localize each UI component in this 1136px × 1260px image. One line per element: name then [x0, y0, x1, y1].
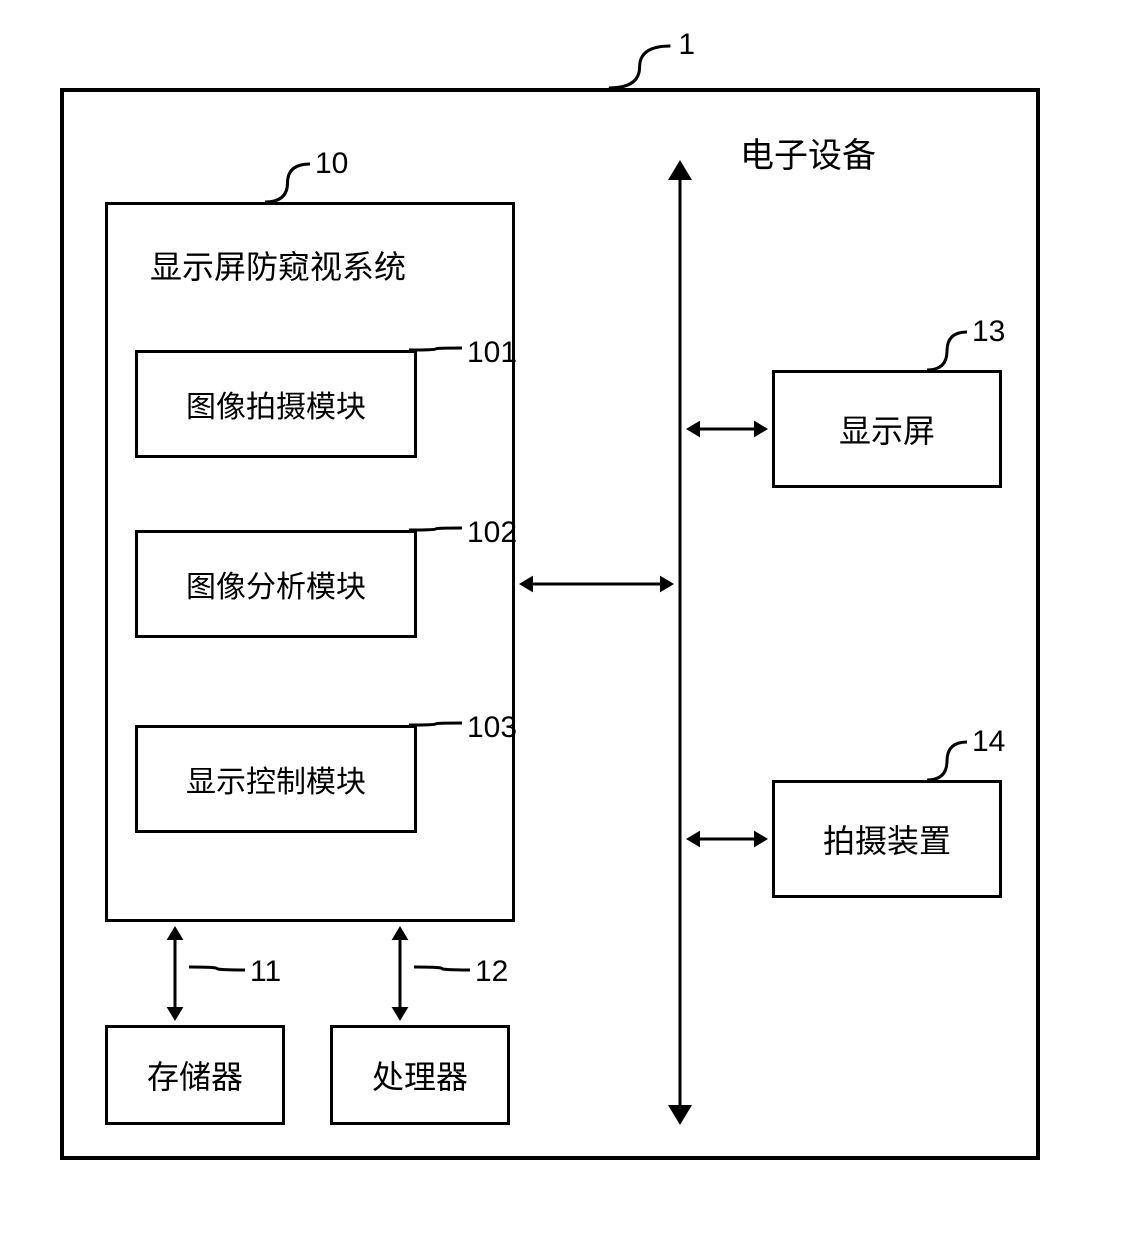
block-14-label: 拍摄装置: [823, 816, 951, 862]
block-12-label: 处理器: [372, 1052, 468, 1098]
module-102-label: 图像分析模块: [186, 562, 366, 606]
ref-label-12: 12: [475, 955, 508, 989]
module-101-label: 图像拍摄模块: [186, 382, 366, 426]
ref-label-14: 14: [972, 725, 1005, 759]
module-102: 图像分析模块: [135, 530, 417, 638]
ref-label-102: 102: [467, 516, 517, 550]
system-box-title: 显示屏防窥视系统: [150, 242, 406, 288]
outer-device-title: 电子设备: [740, 128, 876, 177]
ref-label-system: 10: [315, 147, 348, 181]
ref-label-101: 101: [467, 336, 517, 370]
block-12: 处理器: [330, 1025, 510, 1125]
block-14: 拍摄装置: [772, 780, 1002, 898]
diagram-canvas: 电子设备 显示屏防窥视系统 1 10 图像拍摄模块 101 图像分析模块 102 显示控制模…: [0, 0, 1136, 1260]
ref-label-13: 13: [972, 315, 1005, 349]
module-103: 显示控制模块: [135, 725, 417, 833]
module-101: 图像拍摄模块: [135, 350, 417, 458]
ref-label-11: 11: [250, 955, 281, 989]
ref-label-103: 103: [467, 711, 517, 745]
block-13: 显示屏: [772, 370, 1002, 488]
block-13-label: 显示屏: [839, 406, 935, 452]
module-103-label: 显示控制模块: [186, 757, 366, 801]
block-11: 存储器: [105, 1025, 285, 1125]
ref-label-outer: 1: [678, 28, 695, 62]
block-11-label: 存储器: [147, 1052, 243, 1098]
